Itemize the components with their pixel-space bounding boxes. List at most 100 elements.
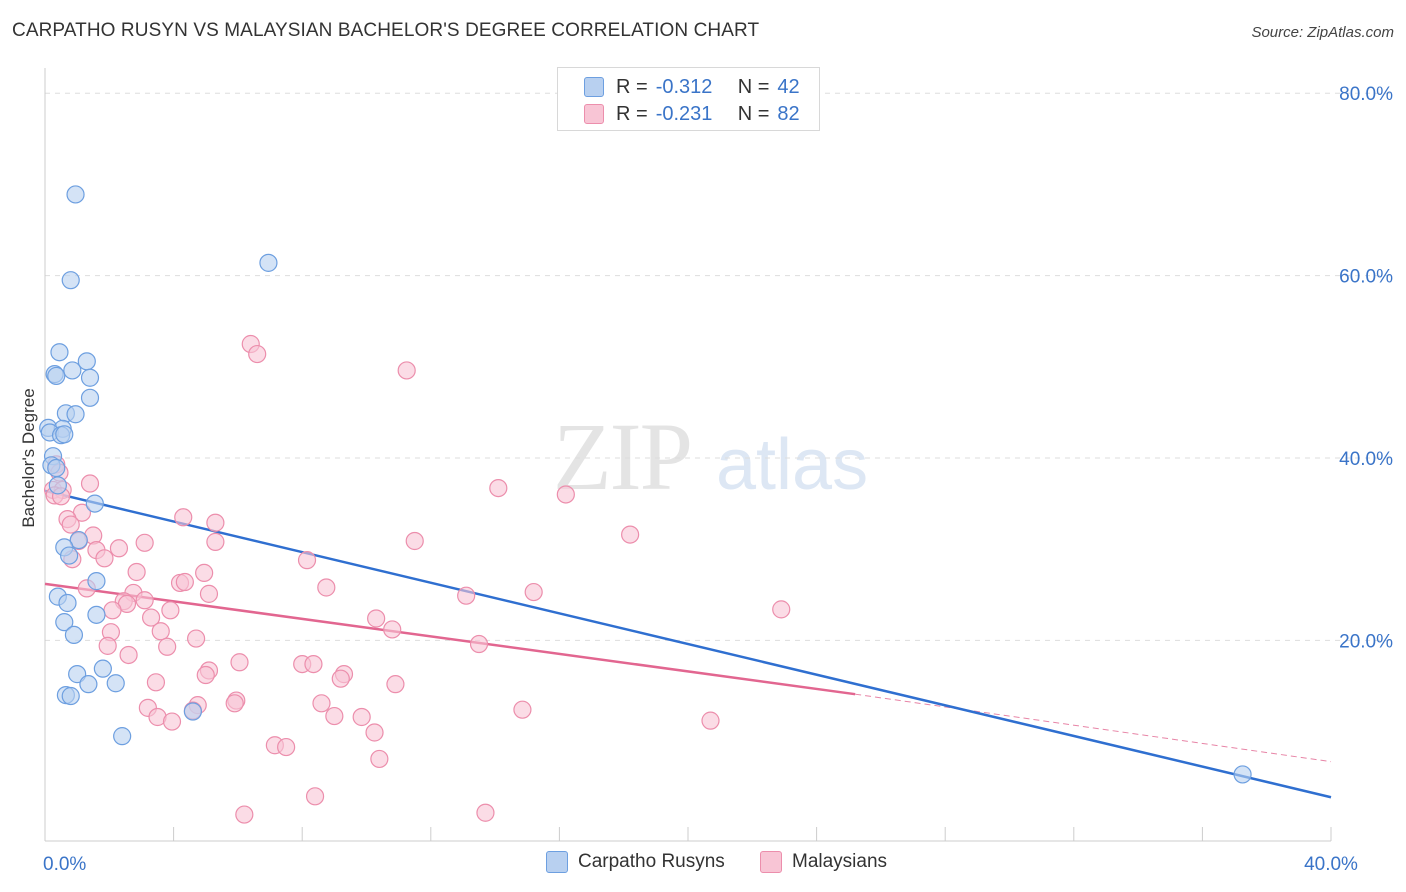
carpatho-rusyns-point	[87, 605, 106, 624]
carpatho-rusyns-trend-line	[44, 489, 1332, 799]
malaysians-point	[230, 653, 249, 672]
malaysians-point	[141, 608, 161, 627]
carpatho-rusyns-point	[58, 593, 77, 613]
watermark-atlas: atlas	[716, 425, 868, 505]
malaysians-point	[556, 485, 575, 504]
malaysians-point	[304, 654, 323, 674]
legend-label: Malaysians	[792, 851, 888, 872]
y-tick-label: 60.0%	[1339, 267, 1393, 288]
carpatho-rusyns-point	[66, 405, 85, 424]
r-label: R =	[616, 102, 648, 125]
source-credit: Source: ZipAtlas.com	[1251, 24, 1394, 41]
pink-swatch	[760, 851, 782, 873]
malaysians-point	[161, 601, 180, 620]
y-tick-label: 20.0%	[1339, 631, 1393, 652]
malaysians-point	[206, 532, 225, 551]
carpatho-rusyns-point	[48, 476, 67, 495]
chart-title: CARPATHO RUSYN VS MALAYSIAN BACHELOR'S D…	[12, 20, 760, 41]
malaysians-point	[489, 478, 508, 498]
carpatho-rusyns-point	[55, 425, 74, 444]
blue-swatch	[584, 77, 604, 97]
x-tick-label: 40.0%	[1304, 854, 1358, 875]
carpatho-rusyns-point	[47, 366, 66, 386]
malaysians-point	[524, 582, 543, 602]
malaysians-point	[305, 787, 325, 806]
malaysians-point	[103, 601, 122, 620]
carpatho-rusyns-point	[80, 368, 100, 387]
malaysians-point	[397, 361, 416, 380]
carpatho-rusyns-point	[69, 530, 88, 550]
malaysians-point	[162, 712, 182, 731]
watermark: ZIP atlas	[553, 403, 868, 510]
malaysians-point	[457, 586, 476, 605]
malaysians-point	[175, 572, 194, 592]
carpatho-rusyns-point	[63, 361, 82, 380]
malaysians-point	[701, 711, 720, 730]
carpatho-rusyns-point	[1233, 765, 1252, 784]
malaysians-point	[352, 707, 371, 727]
malaysians-point	[196, 665, 215, 685]
carpatho-rusyns-point	[61, 686, 80, 706]
blue-swatch	[546, 851, 568, 873]
malaysians-point	[146, 673, 166, 692]
malaysians-point	[405, 531, 424, 551]
n-label: N =	[737, 75, 770, 98]
malaysians-point	[317, 578, 336, 597]
malaysians-trend-line	[44, 582, 856, 696]
carpatho-rusyns-point	[106, 674, 125, 693]
r-value: -0.312	[655, 75, 713, 98]
malaysians-point	[621, 525, 640, 544]
malaysians-point	[98, 636, 117, 655]
carpatho-rusyns-point	[113, 727, 132, 746]
axes	[44, 68, 1332, 842]
carpatho-rusyns-point	[66, 185, 85, 204]
r-value: -0.231	[655, 102, 713, 125]
legend-item-carpatho-rusyns: Carpatho Rusyns	[546, 851, 725, 873]
carpatho-rusyns-point	[87, 572, 106, 591]
malaysians-point	[235, 805, 254, 824]
malaysians-point	[80, 474, 100, 493]
stats-legend-row-malaysians: R = -0.231 N = 82	[584, 102, 800, 126]
carpatho-rusyns-point	[93, 659, 112, 678]
carpatho-rusyns-point	[183, 702, 202, 721]
malaysians-point	[119, 645, 138, 665]
gridlines	[45, 92, 1393, 641]
legend-label: Carpatho Rusyns	[578, 851, 725, 872]
n-value: 42	[777, 75, 800, 98]
malaysians-point	[367, 609, 386, 628]
watermark-zip: ZIP	[553, 403, 691, 510]
data-points	[39, 185, 1252, 824]
carpatho-rusyns-point	[50, 343, 69, 362]
malaysians-point	[199, 584, 219, 603]
malaysians-point	[158, 637, 177, 656]
legend-item-malaysians: Malaysians	[760, 851, 887, 873]
malaysians-point	[95, 549, 114, 568]
malaysians-point	[195, 563, 214, 583]
malaysians-point	[248, 344, 267, 364]
malaysians-point	[383, 620, 402, 639]
stats-legend-row-rusyns: R = -0.312 N = 42	[584, 75, 800, 99]
carpatho-rusyns-point	[79, 675, 98, 694]
malaysians-point	[331, 669, 350, 688]
malaysians-point	[469, 634, 489, 654]
malaysians-point	[206, 513, 225, 532]
malaysians-point	[187, 629, 206, 648]
malaysians-point	[277, 737, 296, 757]
malaysians-point	[151, 622, 170, 641]
malaysians-point	[386, 675, 405, 694]
malaysians-point	[135, 533, 154, 552]
malaysians-point	[513, 700, 532, 719]
y-tick-label: 40.0%	[1339, 449, 1393, 470]
malaysians-point	[61, 515, 80, 534]
malaysians-point	[312, 694, 331, 713]
x-tick-label: 0.0%	[43, 854, 86, 875]
stats-legend: R = -0.312 N = 42 R = -0.231 N = 82	[557, 67, 820, 131]
malaysians-point	[109, 539, 129, 558]
pink-swatch	[584, 104, 604, 124]
malaysians-point	[174, 508, 193, 527]
malaysians-point	[365, 723, 384, 742]
carpatho-rusyns-point	[64, 625, 84, 645]
tick-labels: 20.0% 40.0% 60.0% 80.0% 0.0% 40.0%	[43, 84, 1393, 875]
carpatho-rusyns-point	[61, 271, 80, 290]
malaysians-point	[772, 600, 791, 619]
